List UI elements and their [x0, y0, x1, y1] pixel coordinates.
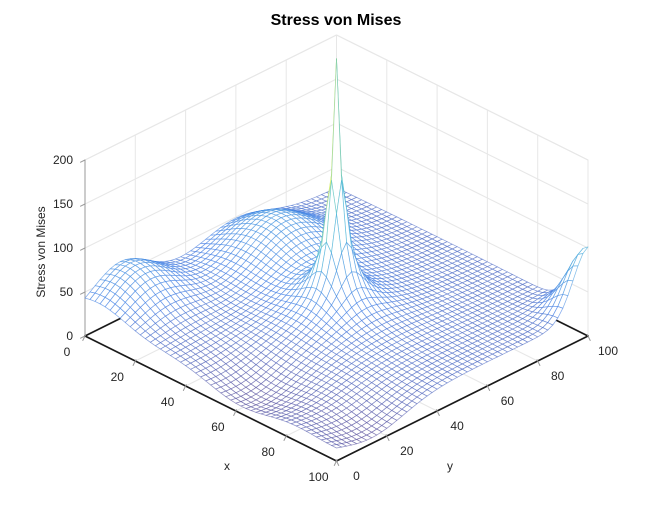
surface-plot-canvas [0, 0, 650, 520]
